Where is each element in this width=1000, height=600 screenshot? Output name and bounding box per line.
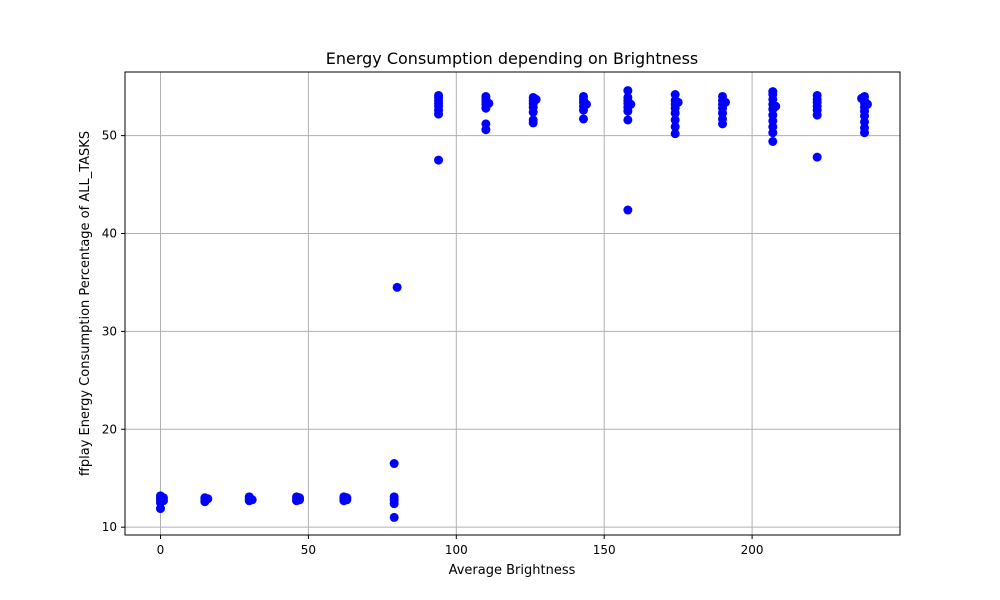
- data-point: [670, 122, 680, 132]
- data-point: [581, 99, 591, 109]
- data-point: [862, 99, 872, 109]
- data-point: [771, 101, 781, 111]
- data-point: [857, 93, 867, 103]
- data-point: [670, 90, 680, 100]
- data-point: [481, 91, 491, 101]
- data-point: [158, 493, 168, 503]
- data-points: [155, 86, 872, 522]
- data-point: [578, 114, 588, 124]
- x-tick-label: 0: [157, 543, 165, 557]
- data-point: [578, 91, 588, 101]
- y-tick-label: 40: [102, 227, 117, 241]
- data-point: [528, 115, 538, 125]
- data-point: [768, 136, 778, 146]
- grid-lines: [125, 72, 900, 535]
- data-point: [623, 86, 633, 96]
- axis-ticks: 0 50 100 150 200 10 20 30 40 50: [102, 129, 764, 557]
- data-point: [768, 87, 778, 97]
- y-axis-label: ffplay Energy Consumption Percentage of …: [78, 131, 93, 476]
- data-point: [389, 492, 399, 502]
- data-point: [247, 495, 257, 505]
- y-tick-label: 50: [102, 129, 117, 143]
- x-tick-label: 50: [301, 543, 316, 557]
- data-point: [812, 90, 822, 100]
- data-point: [389, 512, 399, 522]
- x-axis-label: Average Brightness: [449, 563, 576, 578]
- data-point: [623, 92, 633, 102]
- data-point: [673, 97, 683, 107]
- data-point: [623, 205, 633, 215]
- plot-frame: [124, 71, 901, 536]
- data-point: [389, 459, 399, 469]
- data-point: [720, 97, 730, 107]
- y-tick-label: 10: [102, 520, 117, 534]
- data-point: [484, 98, 494, 108]
- data-point: [342, 493, 352, 503]
- y-tick-label: 20: [102, 422, 117, 436]
- data-point: [626, 99, 636, 109]
- data-point: [670, 115, 680, 125]
- data-point: [203, 494, 213, 504]
- data-point: [531, 94, 541, 104]
- data-point: [392, 282, 402, 292]
- data-point: [434, 155, 444, 165]
- data-point: [434, 90, 444, 100]
- data-point: [481, 119, 491, 129]
- x-tick-label: 200: [741, 543, 764, 557]
- x-tick-label: 150: [593, 543, 616, 557]
- data-point: [670, 129, 680, 139]
- chart-title: Energy Consumption depending on Brightne…: [326, 49, 699, 68]
- y-tick-label: 30: [102, 324, 117, 338]
- data-point: [295, 493, 305, 503]
- data-point: [623, 115, 633, 125]
- x-tick-label: 100: [445, 543, 468, 557]
- data-point: [812, 152, 822, 162]
